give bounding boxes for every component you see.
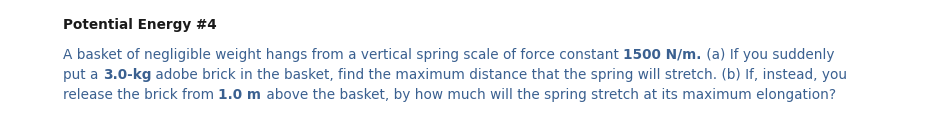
Text: 1500 N/m.: 1500 N/m. — [623, 48, 702, 62]
Text: put a: put a — [63, 68, 103, 82]
Text: A basket of negligible weight hangs from a vertical spring scale of force consta: A basket of negligible weight hangs from… — [63, 48, 623, 62]
Text: (a) If you suddenly: (a) If you suddenly — [702, 48, 834, 62]
Text: 3.0-kg: 3.0-kg — [103, 68, 152, 82]
Text: adobe brick in the basket, find the maximum distance that the spring will stretc: adobe brick in the basket, find the maxi… — [152, 68, 847, 82]
Text: 1.0 m: 1.0 m — [218, 88, 261, 102]
Text: above the basket, by how much will the spring stretch at its maximum elongation?: above the basket, by how much will the s… — [261, 88, 836, 102]
Text: Potential Energy #4: Potential Energy #4 — [63, 18, 217, 32]
Text: release the brick from: release the brick from — [63, 88, 218, 102]
